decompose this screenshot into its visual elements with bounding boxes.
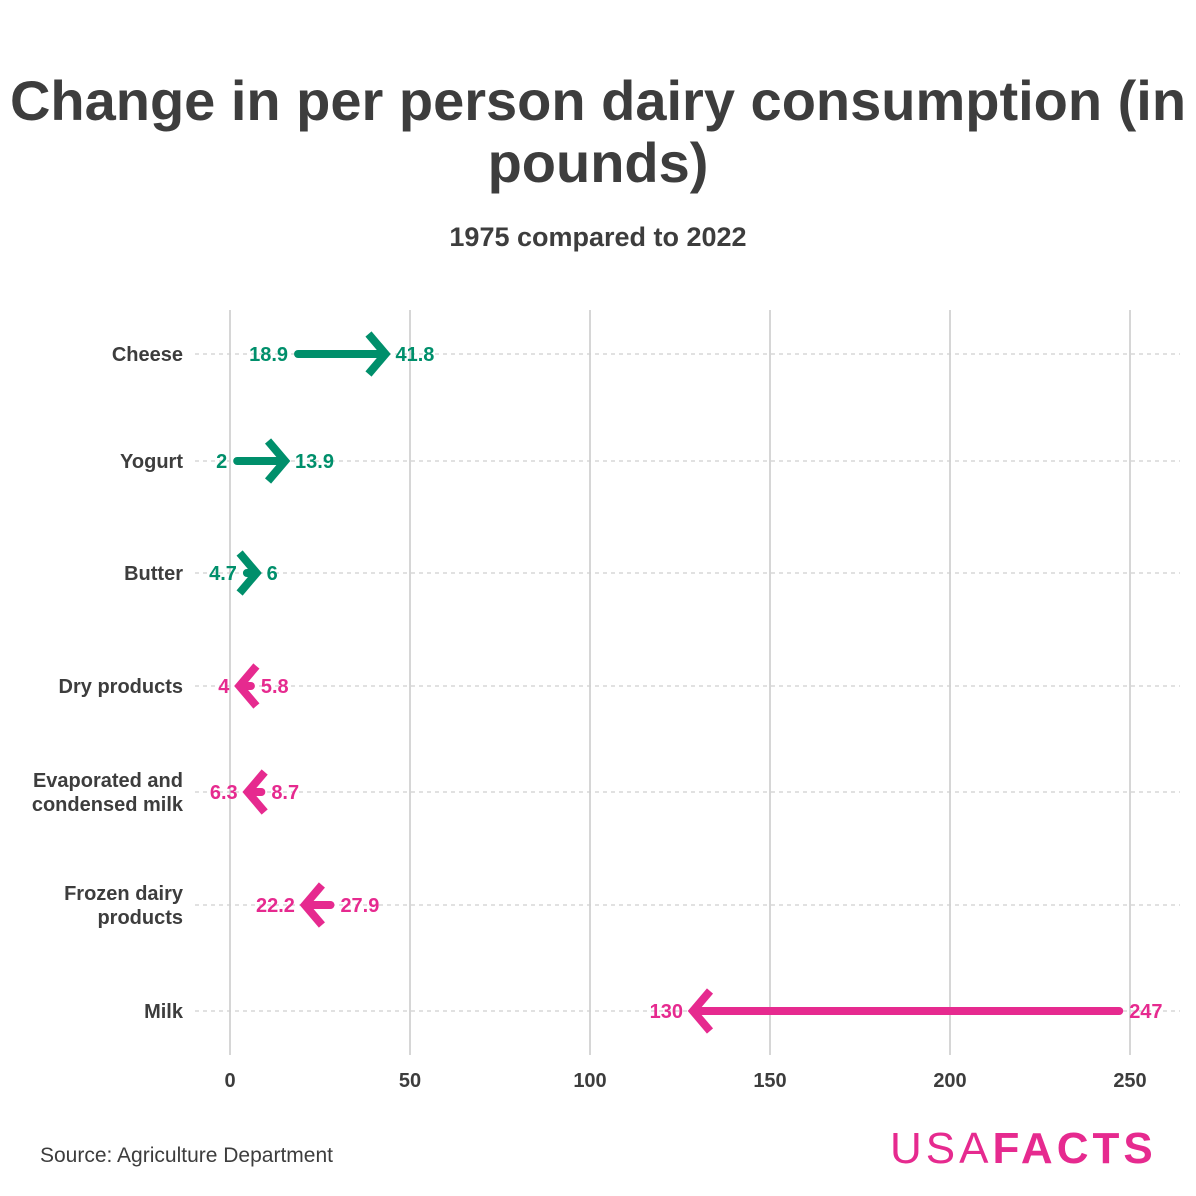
start-value-label: 18.9 — [249, 344, 288, 366]
end-value-label: 6.3 — [210, 782, 238, 804]
x-tick-label: 250 — [1113, 1070, 1146, 1092]
end-value-label: 22.2 — [256, 895, 295, 917]
change-arrow-head — [234, 663, 260, 709]
chart-subtitle: 1975 compared to 2022 — [449, 222, 747, 252]
start-value-label: 247 — [1129, 1001, 1162, 1023]
logo-usa: USA — [890, 1124, 993, 1173]
usafacts-logo: USAFACTS — [890, 1124, 1157, 1174]
end-value-label: 6 — [267, 563, 278, 585]
x-tick-label: 100 — [573, 1070, 606, 1092]
start-value-label: 8.7 — [271, 782, 299, 804]
end-value-label: 130 — [650, 1001, 683, 1023]
x-tick-label: 150 — [753, 1070, 786, 1092]
category-label: Milk — [144, 1001, 184, 1023]
source-note: Source: Agriculture Department — [40, 1144, 333, 1167]
category-label: Frozen dairy — [64, 883, 184, 905]
change-arrow-head — [687, 988, 714, 1034]
x-tick-label: 200 — [933, 1070, 966, 1092]
category-label: Evaporated and — [33, 770, 183, 792]
category-label: Dry products — [59, 676, 183, 698]
start-value-label: 4.7 — [209, 563, 237, 585]
change-arrow-head — [365, 331, 391, 377]
category-label: Butter — [124, 563, 183, 585]
change-arrow-head — [242, 769, 268, 815]
category-label: condensed milk — [32, 794, 184, 816]
start-value-label: 5.8 — [261, 676, 289, 698]
x-tick-label: 50 — [399, 1070, 421, 1092]
change-arrow-head — [299, 882, 325, 928]
x-tick-label: 0 — [224, 1070, 235, 1092]
end-value-label: 4 — [218, 676, 230, 698]
change-arrow-head — [236, 550, 262, 596]
logo-facts: FACTS — [992, 1124, 1157, 1173]
chart-title: Change in per person dairy consumption (… — [9, 69, 1187, 194]
category-label: Yogurt — [120, 451, 183, 473]
category-label: Cheese — [112, 344, 183, 366]
change-arrow-head — [264, 438, 291, 484]
start-value-label: 2 — [216, 451, 227, 473]
start-value-label: 27.9 — [340, 895, 379, 917]
end-value-label: 13.9 — [295, 451, 334, 473]
end-value-label: 41.8 — [395, 344, 434, 366]
category-label: products — [97, 907, 183, 929]
